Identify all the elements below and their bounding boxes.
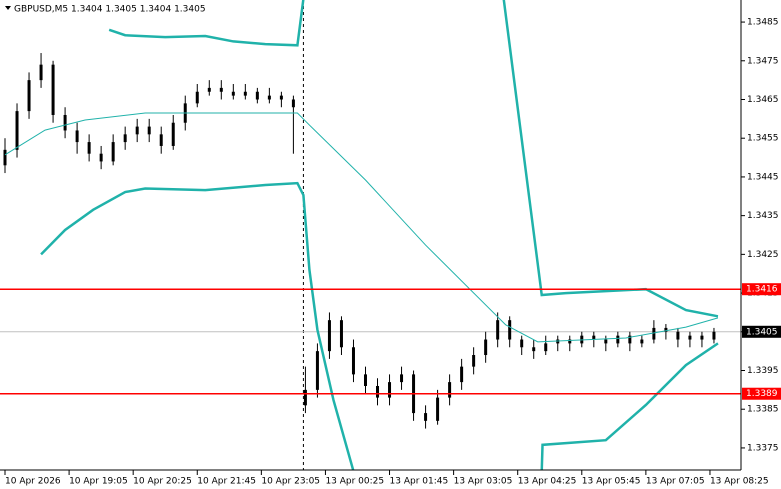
candle-body (315, 351, 319, 390)
candle-body (159, 134, 163, 146)
level-label: 1.3416 (746, 285, 778, 295)
candle-body (99, 153, 103, 162)
y-tick-label: 1.3435 (747, 211, 779, 221)
x-tick-label: 13 Apr 08:25 (710, 477, 769, 487)
candle-body (484, 339, 488, 356)
x-tick-label: 13 Apr 00:25 (325, 477, 384, 487)
candle-body (400, 374, 404, 383)
y-tick-label: 1.3395 (747, 366, 779, 376)
level-label-box (742, 283, 781, 296)
candle-body (472, 355, 476, 367)
candle-body (3, 149, 7, 166)
candle-body (123, 134, 127, 143)
x-tick-label: 13 Apr 05:45 (582, 477, 641, 487)
candle-body (616, 335, 620, 344)
candle-body (255, 91, 259, 100)
candle-body (327, 320, 331, 352)
y-tick-label: 1.3445 (747, 172, 779, 182)
y-tick-label: 1.3425 (747, 250, 779, 260)
candle-body (147, 126, 151, 135)
y-tick-label: 1.3455 (747, 134, 779, 144)
candle-body (339, 320, 343, 348)
indicator-line (540, 342, 719, 470)
candle-body (376, 385, 380, 398)
candle-body (351, 347, 355, 375)
y-tick-label: 1.3485 (747, 18, 779, 28)
x-tick-label: 10 Apr 20:25 (133, 477, 192, 487)
candle-body (195, 91, 199, 104)
current-price-label: 1.3405 (746, 327, 778, 337)
candle-body (363, 374, 367, 386)
candle-body (688, 335, 692, 340)
candle-body (652, 327, 656, 340)
candle-body (568, 339, 572, 344)
candle-body (63, 114, 67, 131)
x-tick-label: 13 Apr 03:05 (454, 477, 513, 487)
x-tick-label: 13 Apr 01:45 (390, 477, 449, 487)
indicator-line (108, 0, 305, 47)
y-tick-label: 1.3475 (747, 56, 779, 66)
level-label: 1.3389 (746, 389, 778, 399)
candle-body (171, 122, 175, 146)
candle-body (27, 80, 31, 112)
candle-body (532, 347, 536, 352)
x-tick-label: 13 Apr 04:25 (518, 477, 577, 487)
y-tick-label: 1.3375 (747, 443, 779, 453)
candle-body (436, 397, 440, 421)
indicator-line (4, 112, 719, 343)
level-label-box (742, 387, 781, 400)
candle-body (712, 331, 716, 340)
plot-area (0, 0, 741, 470)
indicator-line (502, 0, 719, 318)
candle-body (75, 130, 79, 143)
x-tick-label: 10 Apr 19:05 (69, 477, 128, 487)
candle-body (87, 142, 91, 154)
candle-body (388, 382, 392, 398)
y-tick-label: 1.3465 (747, 95, 779, 105)
candle-body (664, 327, 668, 332)
candle-body (544, 343, 548, 352)
candle-body (231, 91, 235, 96)
candle-body (628, 335, 632, 344)
candle-body (303, 389, 307, 406)
x-tick-label: 10 Apr 2026 (5, 477, 61, 487)
candle-body (448, 382, 452, 398)
chart-title: GBPUSD,M5 1.3404 1.3405 1.3404 1.3405 (14, 5, 206, 15)
candle-body (508, 320, 512, 340)
candle-body (700, 335, 704, 340)
x-tick-label: 13 Apr 07:05 (646, 477, 705, 487)
indicator-line (40, 181, 355, 470)
x-tick-label: 10 Apr 23:05 (261, 477, 320, 487)
menu-triangle[interactable] (5, 6, 11, 10)
candle-body (39, 64, 43, 81)
candle-body (279, 95, 283, 100)
candle-body (135, 126, 139, 135)
candle-body (243, 91, 247, 96)
y-tick-label: 1.3385 (747, 405, 779, 415)
candle-body (604, 339, 608, 344)
candle-body (496, 320, 500, 340)
candle-body (592, 335, 596, 340)
current-price-box (742, 325, 781, 338)
candle-body (520, 339, 524, 348)
x-tick-label: 10 Apr 21:45 (197, 477, 256, 487)
candle-body (111, 142, 115, 162)
candle-body (640, 339, 644, 344)
candle-body (15, 111, 19, 150)
candle-body (207, 87, 211, 92)
candle-body (267, 95, 271, 100)
candle-body (676, 331, 680, 340)
candle-body (460, 366, 464, 383)
candle-body (291, 99, 295, 108)
candle-body (51, 64, 55, 115)
candle-body (424, 413, 428, 421)
candle-body (219, 87, 223, 92)
